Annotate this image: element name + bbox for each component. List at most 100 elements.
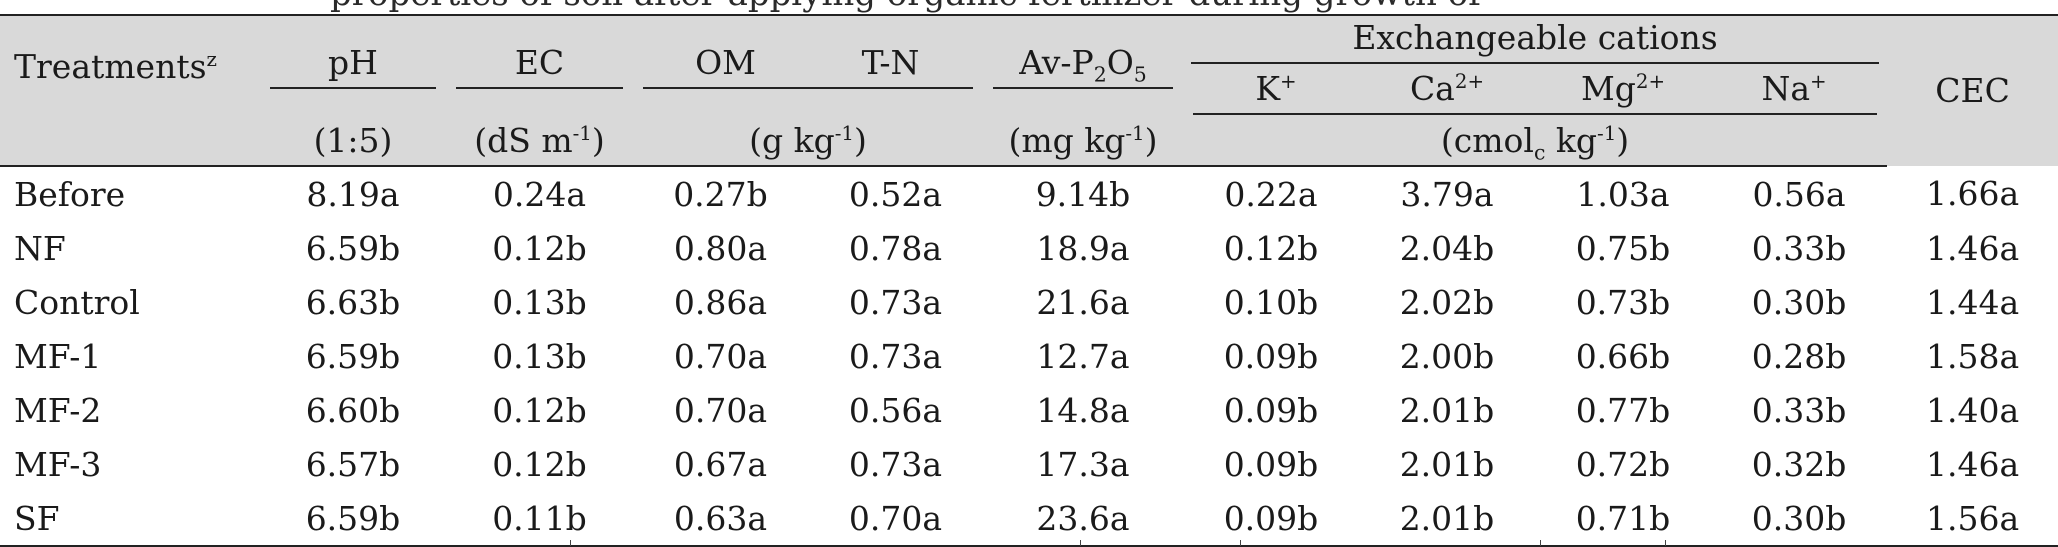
cell-cec: 1.44a: [1925, 282, 2020, 322]
table-row: NF 6.59b 0.12b 0.80a 0.78a 18.9a 0.12b 2.04b 0.7…: [0, 221, 2058, 275]
cell-mg: 0.75b: [1575, 228, 1671, 268]
cell-ca: 3.79a: [1400, 174, 1494, 214]
table-row: MF-1 6.59b 0.13b 0.70a 0.73a 12.7a 0.09b 2.00b 0…: [0, 329, 2058, 383]
cell-treatment: Before: [14, 174, 126, 214]
units-empty: [0, 118, 260, 167]
cell-ec: 0.12b: [492, 390, 587, 430]
header-om: OM: [633, 14, 808, 118]
table-caption-fragment: properties of soil after applying organi…: [0, 0, 2058, 14]
bottom-cutoff-marks: [0, 540, 2058, 546]
units-ph: (1:5): [260, 118, 446, 167]
cell-tn: 0.73a: [848, 282, 943, 322]
cell-k: 0.09b: [1183, 491, 1359, 547]
cell-tn: 0.56a: [848, 390, 943, 430]
cell-k: 0.09b: [1223, 444, 1319, 484]
cell-treatment: Control: [14, 282, 140, 322]
header-ca: Ca2+: [1359, 68, 1535, 118]
header-ec: EC: [446, 14, 633, 118]
header-tn: T-N: [808, 14, 983, 118]
cell-ec: 0.11b: [446, 491, 633, 547]
cell-treatment: MF-2: [14, 390, 102, 430]
header-exchangeable-cations: Exchangeable cations: [1183, 14, 1888, 68]
cell-na: 0.28b: [1751, 336, 1847, 376]
cell-tn: 0.78a: [848, 228, 943, 268]
cell-om: 0.63a: [633, 491, 808, 547]
cell-ca: 2.01b: [1359, 491, 1535, 547]
header-mg: Mg2+: [1535, 68, 1711, 118]
cell-avp: 12.7a: [1036, 336, 1130, 376]
cell-treatment: MF-3: [14, 444, 102, 484]
cell-treatment: NF: [14, 228, 66, 268]
cell-na: 0.33b: [1751, 390, 1847, 430]
cell-mg: 0.77b: [1575, 390, 1671, 430]
units-ec: (dS m-1): [446, 118, 633, 167]
cell-ec: 0.12b: [492, 444, 587, 484]
cell-na: 0.56a: [1752, 174, 1846, 214]
cell-k: 0.22a: [1224, 174, 1318, 214]
cell-tn: 0.73a: [848, 444, 943, 484]
cell-k: 0.12b: [1223, 228, 1319, 268]
cell-mg: 0.71b: [1535, 491, 1711, 547]
cell-cec: 1.66a: [1925, 174, 2020, 213]
cell-ph: 6.59b: [305, 228, 401, 268]
cell-treatment: SF: [0, 491, 260, 547]
cell-na: 0.32b: [1751, 444, 1847, 484]
cell-treatment: MF-1: [14, 336, 102, 376]
table-row: SF 6.59b 0.11b 0.63a 0.70a 23.6a 0.09b 2.01b 0.7…: [0, 491, 2058, 547]
cell-ec: 0.13b: [492, 282, 587, 322]
cell-k: 0.10b: [1223, 282, 1319, 322]
header-na: Na+: [1711, 68, 1888, 118]
cell-tn: 0.52a: [848, 174, 943, 214]
table-row: Before 8.19a 0.24a 0.27b 0.52a 9.14b 0.22a 3.79…: [0, 166, 2058, 221]
header-ph: pH: [260, 14, 446, 118]
table-header: Treatmentsz pH EC OM T-N Av-P2O5 Exchang…: [0, 14, 2058, 167]
table-row: MF-3 6.57b 0.12b 0.67a 0.73a 17.3a 0.09b 2.01b 0…: [0, 437, 2058, 491]
units-om-tn: (g kg-1): [633, 118, 983, 167]
cell-ph: 8.19a: [306, 174, 400, 214]
cell-tn: 0.70a: [808, 491, 983, 547]
cell-ec: 0.12b: [492, 228, 587, 268]
header-av-p2o5: Av-P2O5: [983, 14, 1183, 118]
cell-mg: 0.72b: [1575, 444, 1671, 484]
units-cations: (cmolc kg-1): [1183, 118, 1888, 167]
cell-ph: 6.59b: [260, 491, 446, 547]
cell-ec: 0.24a: [492, 174, 587, 214]
cell-tn: 0.73a: [848, 336, 943, 376]
cell-k: 0.09b: [1223, 390, 1319, 430]
cell-mg: 0.66b: [1575, 336, 1671, 376]
cell-cec: 1.40a: [1925, 390, 2020, 430]
cell-ca: 2.01b: [1399, 444, 1495, 484]
cell-ca: 2.01b: [1399, 390, 1495, 430]
cell-na: 0.30b: [1751, 282, 1847, 322]
cell-om: 0.80a: [673, 228, 768, 268]
cell-avp: 21.6a: [1036, 282, 1130, 322]
cell-mg: 1.03a: [1576, 174, 1670, 214]
units-av-p2o5: (mg kg-1): [983, 118, 1183, 167]
cell-avp: 14.8a: [1036, 390, 1130, 430]
cell-avp: 18.9a: [1036, 228, 1130, 268]
cell-om: 0.27b: [673, 174, 768, 214]
cell-na: 0.30b: [1711, 491, 1888, 547]
table-body: Before 8.19a 0.24a 0.27b 0.52a 9.14b 0.22a 3.79…: [0, 166, 2058, 547]
cell-ph: 6.59b: [305, 336, 401, 376]
cell-cec: 1.58a: [1925, 336, 2020, 376]
cell-ca: 2.00b: [1399, 336, 1495, 376]
header-k: K+: [1183, 68, 1359, 118]
cell-avp: 17.3a: [1036, 444, 1130, 484]
cell-avp: 9.14b: [1035, 174, 1131, 214]
cell-k: 0.09b: [1223, 336, 1319, 376]
cell-na: 0.33b: [1751, 228, 1847, 268]
table-row: MF-2 6.60b 0.12b 0.70a 0.56a 14.8a 0.09b 2.01b 0…: [0, 383, 2058, 437]
cell-ph: 6.60b: [305, 390, 401, 430]
soil-properties-table: Treatmentsz pH EC OM T-N Av-P2O5 Exchang…: [0, 14, 2058, 547]
cell-om: 0.86a: [673, 282, 768, 322]
cell-ph: 6.57b: [305, 444, 401, 484]
cell-om: 0.70a: [673, 390, 768, 430]
header-treatments: Treatmentsz: [0, 14, 260, 118]
cell-cec: 1.46a: [1925, 444, 2020, 484]
table-row: Control 6.63b 0.13b 0.86a 0.73a 21.6a 0.10b 2.0…: [0, 275, 2058, 329]
cell-cec: 1.46a: [1925, 228, 2020, 268]
cell-om: 0.70a: [673, 336, 768, 376]
cell-ca: 2.02b: [1399, 282, 1495, 322]
